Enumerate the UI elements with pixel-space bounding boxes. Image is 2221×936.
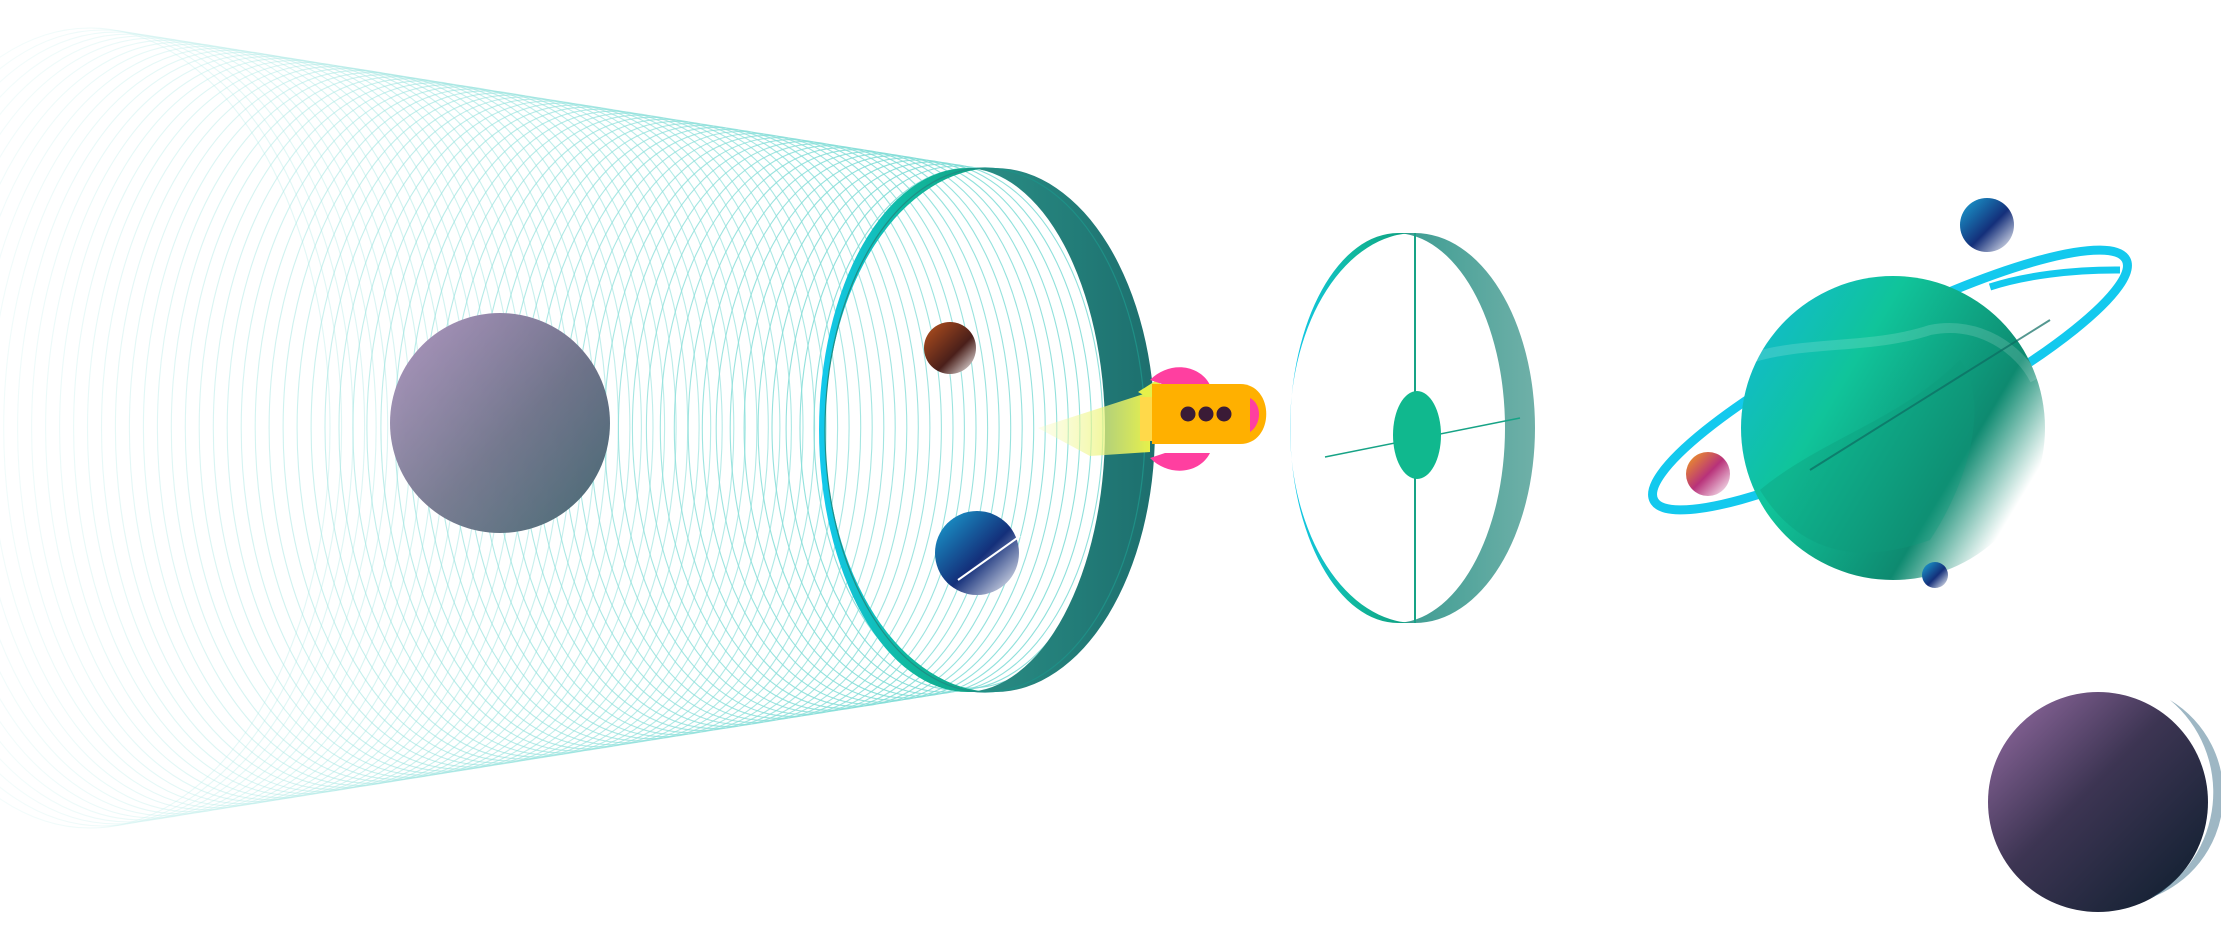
tunnel-fade [0, 0, 900, 936]
orange-moon-icon [1686, 452, 1730, 496]
blue-planet-icon [935, 511, 1019, 595]
gate-core-icon [1393, 391, 1441, 479]
rocket-window-2 [1198, 406, 1214, 422]
rocket-flame-icon [1038, 392, 1150, 456]
rocket-nose [1250, 398, 1259, 432]
purple-planet-icon [1988, 692, 2221, 912]
gate-ring-icon [1290, 233, 1535, 623]
rocket-window-1 [1180, 406, 1196, 422]
rocket-fin-top [1150, 367, 1210, 385]
rocket-window-3 [1216, 406, 1232, 422]
rocket-fin-bottom [1150, 453, 1210, 471]
blue-planet-streak [957, 535, 1021, 581]
rocket-icon [1038, 367, 1267, 471]
ringed-planet-icon [1648, 245, 2132, 580]
brown-planet-icon [924, 322, 976, 374]
small-planet-icon [1960, 198, 2014, 252]
moon-icon [1922, 562, 1948, 588]
